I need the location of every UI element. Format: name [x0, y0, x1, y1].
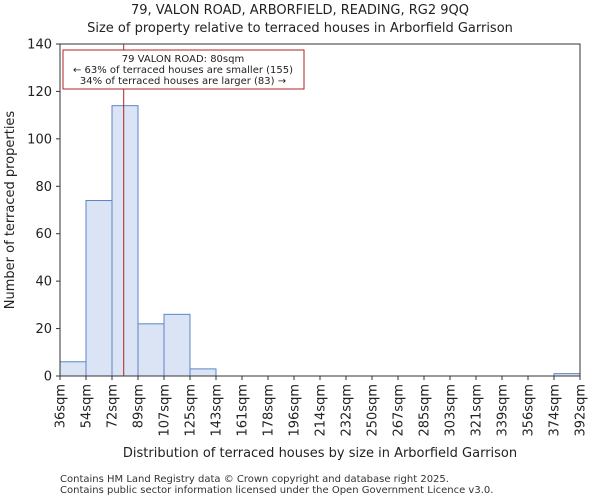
x-tick-label-107sqm: 107sqm	[158, 384, 173, 437]
x-tick-label-356sqm: 356sqm	[522, 384, 537, 437]
annotation-line-2: ← 63% of terraced houses are smaller (15…	[73, 65, 293, 76]
x-axis-label: Distribution of terraced houses by size …	[123, 446, 517, 461]
x-tick-label-89sqm: 89sqm	[132, 384, 147, 428]
footer-line1: Contains HM Land Registry data © Crown c…	[60, 474, 449, 485]
bar-89sqm	[137, 323, 165, 377]
x-tick-label-214sqm: 214sqm	[314, 384, 329, 437]
axes-group: 0 20 40 60 80 100 120 140 36sqm 54sqm 72sqm 89sqm 10…	[3, 38, 589, 462]
x-tick-label-196sqm: 196sqm	[288, 384, 303, 437]
chart-title-line2: Size of property relative to terraced ho…	[87, 21, 513, 36]
bar-54sqm	[85, 200, 113, 377]
x-tick-label-125sqm: 125sqm	[184, 384, 199, 437]
x-tick-label-392sqm: 392sqm	[574, 384, 589, 437]
annotation-box	[62, 49, 305, 90]
x-tick-label-36sqm: 36sqm	[54, 384, 69, 428]
y-tick-label-40: 40	[35, 275, 52, 290]
x-tick-label-143sqm: 143sqm	[210, 384, 225, 437]
x-tick-label-321sqm: 321sqm	[470, 384, 485, 437]
x-tick-label-72sqm: 72sqm	[106, 384, 121, 428]
bars-group	[59, 105, 581, 377]
bar-72sqm	[111, 105, 139, 377]
chart-title-line1: 79, VALON ROAD, ARBORFIELD, READING, RG2…	[130, 3, 470, 18]
y-tick-label-140: 140	[27, 38, 52, 53]
annotation-line-3: 34% of terraced houses are larger (83) →	[80, 76, 286, 87]
y-tick-label-80: 80	[35, 180, 52, 195]
y-tick-label-120: 120	[27, 85, 52, 100]
y-tick-label-60: 60	[35, 227, 52, 242]
x-tick-label-232sqm: 232sqm	[340, 384, 355, 437]
footer-line2: Contains public sector information licen…	[60, 485, 494, 496]
annotation-line-1: 79 VALON ROAD: 80sqm	[122, 54, 244, 65]
x-tick-label-339sqm: 339sqm	[496, 384, 511, 437]
bar-chart: 0 20 40 60 80 100 120 140 36sqm 54sqm 72sqm 89sqm 10…	[3, 38, 589, 462]
y-tick-label-0: 0	[44, 370, 52, 385]
annotation-group: 79 VALON ROAD: 80sqm← 63% of terraced ho…	[62, 44, 305, 376]
x-tick-label-374sqm: 374sqm	[548, 384, 563, 437]
y-axis-label: Number of terraced properties	[3, 111, 18, 310]
x-tick-label-303sqm: 303sqm	[444, 384, 459, 437]
x-tick-label-178sqm: 178sqm	[262, 384, 277, 437]
x-tick-label-54sqm: 54sqm	[80, 384, 95, 428]
x-tick-label-161sqm: 161sqm	[236, 384, 251, 437]
y-tick-label-20: 20	[35, 322, 52, 337]
x-tick-label-267sqm: 267sqm	[392, 384, 407, 437]
bar-36sqm	[59, 361, 87, 377]
x-tick-label-285sqm: 285sqm	[418, 384, 433, 437]
bar-125sqm	[189, 368, 217, 377]
bar-107sqm	[163, 313, 191, 377]
y-tick-label-100: 100	[27, 132, 52, 147]
x-tick-label-250sqm: 250sqm	[366, 384, 381, 437]
